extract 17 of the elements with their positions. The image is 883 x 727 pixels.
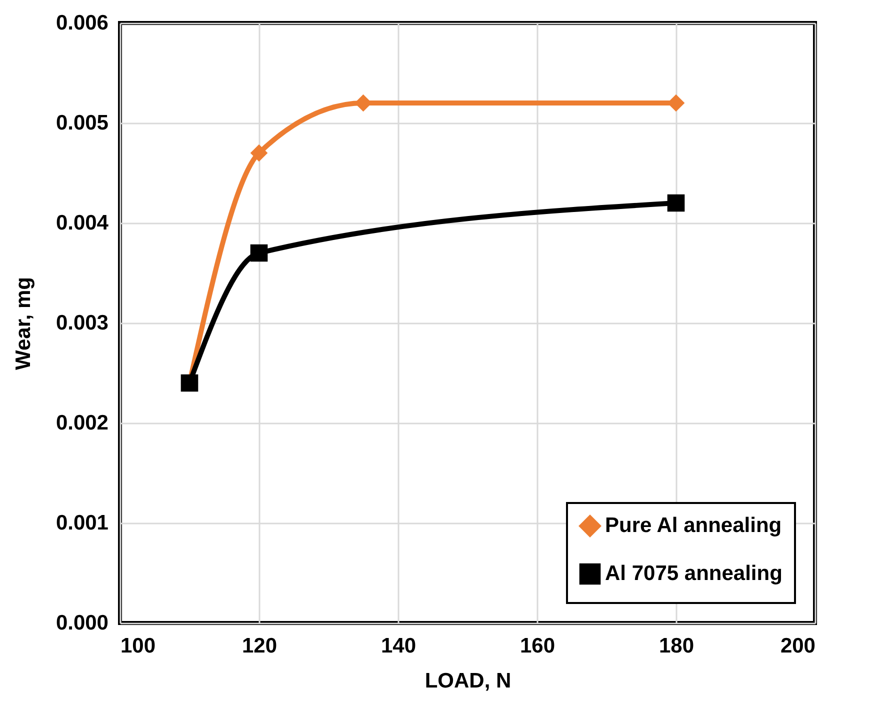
y-tick-label: 0.006 bbox=[56, 12, 108, 34]
x-tick-label: 200 bbox=[780, 634, 816, 658]
legend-label: Pure Al annealing bbox=[605, 514, 782, 537]
x-tick-label: 180 bbox=[658, 634, 694, 658]
x-tick-label: 120 bbox=[242, 634, 278, 658]
y-tick-label: 0.004 bbox=[56, 212, 109, 234]
x-tick-label: 140 bbox=[380, 634, 416, 658]
x-tick-label: 100 bbox=[120, 634, 156, 658]
y-tick-label: 0.001 bbox=[56, 512, 109, 534]
legend-label: Al 7075 annealing bbox=[605, 562, 782, 585]
y-tick-label: 0.000 bbox=[56, 612, 108, 634]
y-tick-label: 0.003 bbox=[56, 312, 108, 334]
x-axis-title: LOAD, N bbox=[424, 670, 512, 692]
y-axis-title: Wear, mg bbox=[12, 277, 35, 370]
x-tick-label: 160 bbox=[520, 634, 556, 658]
y-tick-label: 0.005 bbox=[56, 112, 109, 134]
y-tick-label: 0.002 bbox=[56, 412, 108, 434]
